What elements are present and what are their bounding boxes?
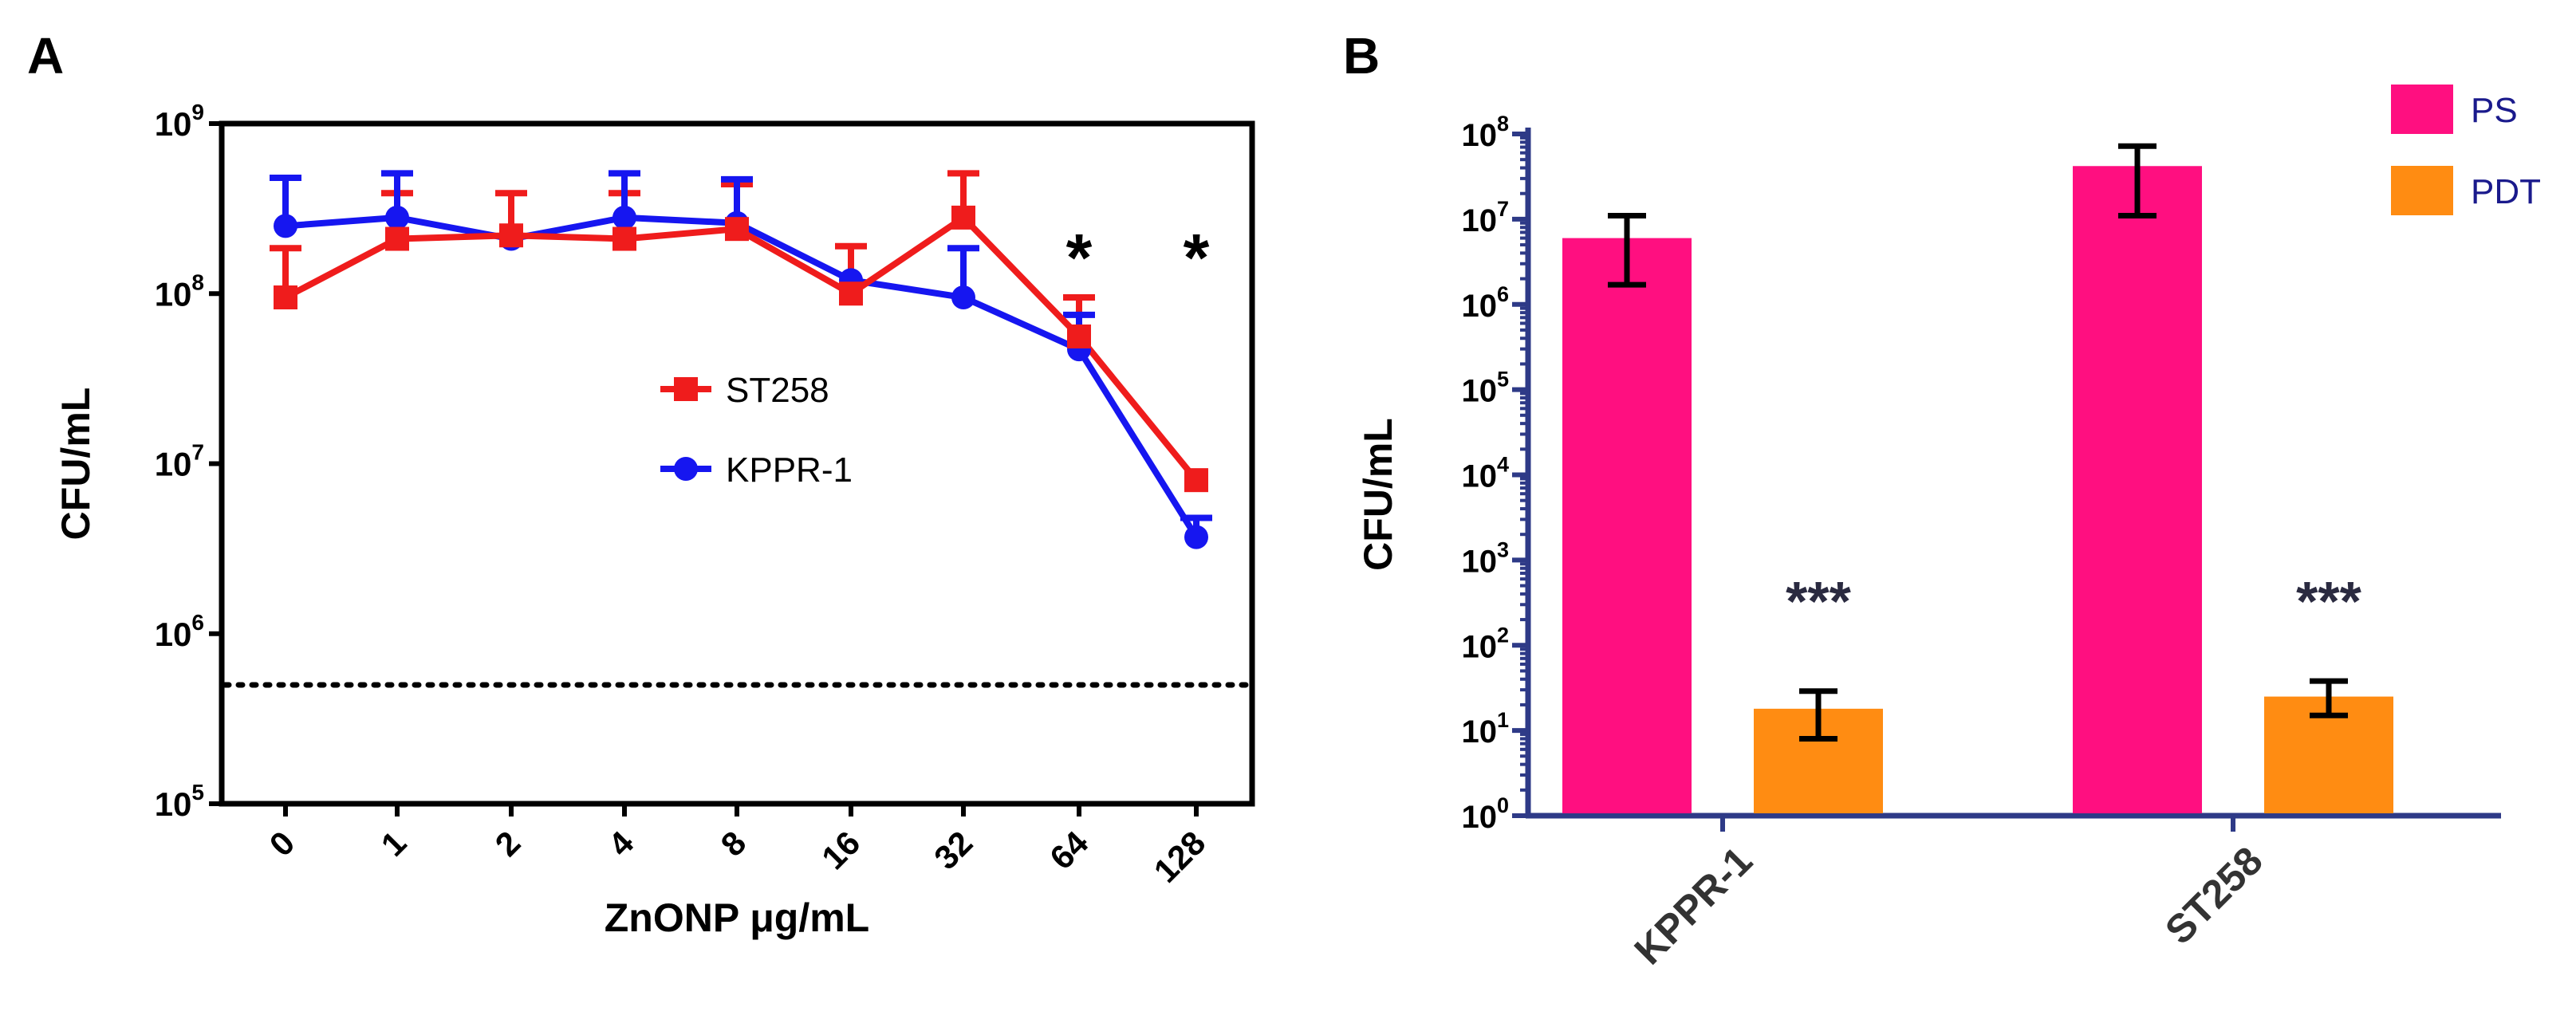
legend-marker xyxy=(674,457,698,481)
data-point-st258 xyxy=(385,226,409,251)
data-point-st258 xyxy=(274,285,297,310)
data-point-st258 xyxy=(725,217,749,242)
significance-star-a: * xyxy=(1184,220,1210,295)
y-axis-title-b: CFU/mL xyxy=(1356,418,1400,571)
data-point-st258 xyxy=(951,205,975,230)
y-tick-exponent-b: 5 xyxy=(1497,368,1509,392)
data-point-kppr-1 xyxy=(951,285,975,310)
y-tick-label-b: 100 xyxy=(1461,793,1509,835)
y-tick-base-b: 10 xyxy=(1461,203,1497,238)
legend-label: KPPR-1 xyxy=(726,451,853,490)
y-tick-exponent-b: 2 xyxy=(1497,623,1509,647)
significance-star-b: *** xyxy=(2296,570,2361,632)
x-tick-label-a: 1 xyxy=(374,824,414,864)
x-category-label-b: KPPR-1 xyxy=(1626,838,1761,973)
y-tick-base-a: 10 xyxy=(155,785,192,823)
y-tick-exponent-b: 7 xyxy=(1497,197,1509,221)
y-tick-base-b: 10 xyxy=(1461,459,1497,494)
y-tick-label-a: 109 xyxy=(155,100,204,143)
y-tick-label-b: 104 xyxy=(1461,453,1509,494)
y-tick-exponent-b: 4 xyxy=(1497,453,1509,477)
y-tick-label-b: 103 xyxy=(1461,537,1509,579)
x-axis-title-a: ZnONP μg/mL xyxy=(605,895,869,940)
y-tick-base-b: 10 xyxy=(1461,800,1497,835)
data-point-st258 xyxy=(612,226,636,251)
y-tick-label-a: 105 xyxy=(155,780,204,823)
legend-marker xyxy=(674,377,698,401)
y-axis-title-a: CFU/mL xyxy=(53,388,98,541)
y-tick-exponent-b: 1 xyxy=(1497,708,1509,732)
panel-b-letter: B xyxy=(1343,27,1380,85)
x-tick-label-a: 32 xyxy=(927,824,979,876)
data-point-kppr-1 xyxy=(385,205,409,230)
y-tick-label-a: 106 xyxy=(155,610,204,653)
x-tick-label-a: 16 xyxy=(814,824,867,876)
y-tick-base-a: 10 xyxy=(155,105,192,143)
x-tick-label-a: 0 xyxy=(262,824,302,864)
y-tick-label-b: 106 xyxy=(1461,282,1509,324)
y-tick-exponent-a: 8 xyxy=(191,270,204,294)
y-tick-base-a: 10 xyxy=(155,446,192,483)
y-tick-base-b: 10 xyxy=(1461,629,1497,664)
x-category-label-b: ST258 xyxy=(2157,838,2271,953)
x-tick-label-a: 128 xyxy=(1147,824,1213,890)
legend-label-b: PDT xyxy=(2471,172,2541,211)
y-tick-base-b: 10 xyxy=(1461,714,1497,750)
data-point-kppr-1 xyxy=(274,214,297,238)
y-tick-exponent-a: 7 xyxy=(191,440,204,465)
y-tick-base-a: 10 xyxy=(155,616,192,653)
y-tick-label-b: 105 xyxy=(1461,368,1509,409)
y-tick-base-b: 10 xyxy=(1461,544,1497,579)
y-tick-exponent-b: 3 xyxy=(1497,537,1509,561)
y-tick-exponent-b: 6 xyxy=(1497,282,1509,306)
y-tick-label-a: 107 xyxy=(155,440,204,483)
data-point-kppr-1 xyxy=(1184,525,1208,549)
y-tick-label-b: 107 xyxy=(1461,197,1509,238)
legend-swatch-b xyxy=(2391,85,2453,134)
x-tick-label-a: 4 xyxy=(601,824,641,864)
y-tick-base-b: 10 xyxy=(1461,118,1497,153)
y-tick-exponent-b: 8 xyxy=(1497,112,1509,136)
data-point-st258 xyxy=(839,281,863,306)
significance-star-b: *** xyxy=(1786,570,1851,632)
y-tick-base-b: 10 xyxy=(1461,289,1497,324)
data-point-st258 xyxy=(499,223,523,248)
legend-label: ST258 xyxy=(726,371,829,410)
y-tick-label-a: 108 xyxy=(155,270,204,313)
y-tick-label-b: 101 xyxy=(1461,708,1509,750)
series-line-st258 xyxy=(284,214,1199,482)
y-tick-exponent-b: 0 xyxy=(1497,793,1509,817)
data-point-st258 xyxy=(1184,468,1208,493)
y-tick-exponent-a: 9 xyxy=(191,100,204,124)
data-point-kppr-1 xyxy=(612,205,636,230)
data-point-st258 xyxy=(1067,324,1091,348)
legend-swatch-b xyxy=(2391,166,2453,215)
bar-ps xyxy=(2073,166,2202,813)
significance-star-a: * xyxy=(1066,220,1093,295)
x-tick-label-a: 64 xyxy=(1042,824,1096,877)
y-tick-label-b: 102 xyxy=(1461,623,1509,664)
y-tick-base-b: 10 xyxy=(1461,374,1497,409)
legend-label-b: PS xyxy=(2471,91,2518,130)
y-tick-base-a: 10 xyxy=(155,275,192,313)
panel-a-letter: A xyxy=(27,27,64,85)
y-tick-label-b: 108 xyxy=(1461,112,1509,153)
x-tick-label-a: 8 xyxy=(714,824,754,864)
x-tick-label-a: 2 xyxy=(488,824,528,864)
bar-ps xyxy=(1562,238,1692,813)
y-tick-exponent-a: 6 xyxy=(191,610,204,635)
y-tick-exponent-a: 5 xyxy=(191,780,204,805)
